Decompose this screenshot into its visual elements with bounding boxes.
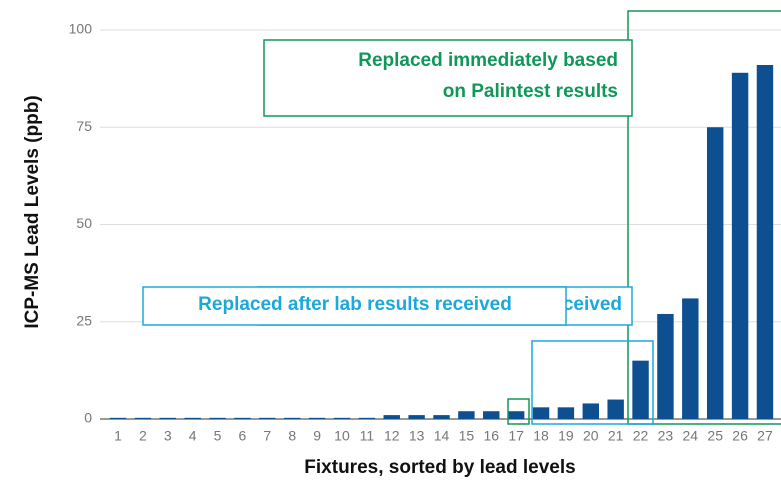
- x-tick-label: 16: [483, 428, 499, 444]
- annotation-box: [263, 39, 633, 117]
- bar: [682, 298, 699, 419]
- x-tick-label: 21: [608, 428, 624, 444]
- bar: [184, 417, 201, 419]
- bar: [308, 417, 326, 419]
- annotation-text: Replaced after lab results received: [198, 294, 512, 315]
- bar: [458, 411, 475, 419]
- highlight-frame: [627, 10, 781, 425]
- bar: [383, 415, 400, 419]
- x-tick-label: 19: [558, 428, 574, 444]
- annotation-text: on Palintest results: [443, 81, 618, 102]
- bar: [706, 127, 724, 419]
- y-tick-label: 100: [69, 21, 93, 37]
- x-tick-label: 25: [707, 428, 723, 444]
- x-tick-label: 13: [409, 428, 425, 444]
- bar: [159, 417, 177, 419]
- x-tick-label: 12: [384, 428, 400, 444]
- x-tick-label: 9: [313, 428, 321, 444]
- x-tick-label: 26: [732, 428, 748, 444]
- x-tick-label: 11: [360, 428, 375, 444]
- x-tick-label: 27: [757, 428, 773, 444]
- bar: [607, 399, 624, 419]
- bar: [483, 411, 500, 419]
- highlight-frame: [531, 340, 654, 425]
- y-tick-label: 25: [76, 312, 92, 328]
- x-tick-label: 3: [164, 428, 172, 444]
- annotation-box: [142, 286, 567, 326]
- x-tick-label: 1: [114, 428, 122, 444]
- bar: [632, 360, 649, 419]
- x-tick-label: 8: [288, 428, 296, 444]
- bar: [756, 65, 774, 419]
- x-tick-label: 20: [583, 428, 599, 444]
- bar: [408, 415, 425, 419]
- bar: [582, 403, 599, 419]
- bar: [284, 417, 301, 419]
- x-tick-label: 4: [189, 428, 197, 444]
- x-tick-label: 18: [533, 428, 549, 444]
- y-tick-label: 0: [84, 410, 92, 426]
- x-tick-label: 6: [239, 428, 247, 444]
- bar: [109, 417, 127, 419]
- x-tick-label: 24: [683, 428, 699, 444]
- y-tick-label: 75: [76, 118, 92, 134]
- x-tick-label: 15: [459, 428, 475, 444]
- bar: [657, 313, 674, 419]
- x-axis-label: Fixtures, sorted by lead levels: [304, 457, 575, 478]
- x-tick-label: 17: [508, 428, 524, 444]
- x-tick-label: 5: [214, 428, 222, 444]
- bar: [433, 415, 450, 419]
- highlight-frame: [507, 398, 530, 425]
- y-tick-label: 50: [76, 215, 92, 231]
- x-tick-label: 22: [633, 428, 649, 444]
- x-tick-label: 2: [139, 428, 147, 444]
- bar: [333, 417, 351, 419]
- bar: [134, 417, 152, 419]
- x-tick-label: 23: [658, 428, 674, 444]
- x-tick-label: 14: [434, 428, 450, 444]
- annotation-text: Replaced immediately based: [358, 50, 618, 71]
- bar: [358, 417, 376, 419]
- bar: [731, 72, 749, 419]
- bar: [532, 407, 550, 419]
- x-tick-label: 7: [263, 428, 271, 444]
- bar: [234, 417, 251, 419]
- bar: [507, 411, 525, 419]
- y-axis-label: ICP-MS Lead Levels (ppb): [22, 95, 43, 328]
- bar: [259, 417, 276, 419]
- bar: [209, 417, 226, 419]
- bar: [557, 407, 575, 419]
- x-tick-label: 10: [334, 428, 350, 444]
